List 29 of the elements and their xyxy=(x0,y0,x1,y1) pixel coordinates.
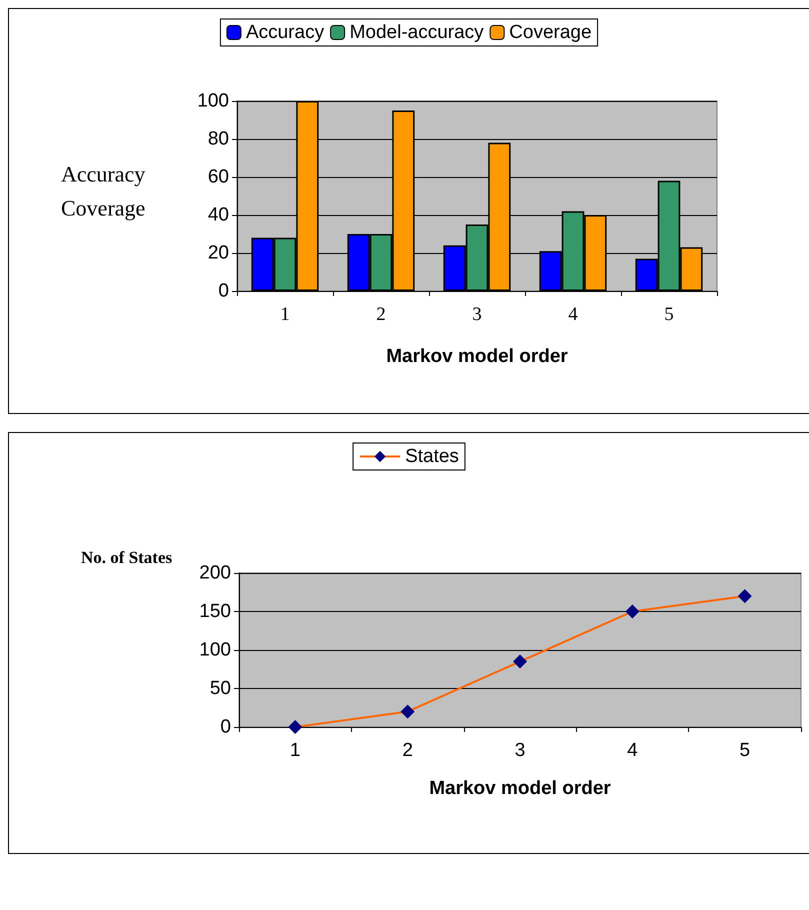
y-tick-label: 80 xyxy=(208,128,229,150)
y-tick-label: 100 xyxy=(199,640,231,660)
x-tick-label: 4 xyxy=(627,740,638,761)
y-tick-label: 0 xyxy=(218,280,229,302)
y-tick-label: 100 xyxy=(197,90,229,112)
y-tick-label: 50 xyxy=(210,678,231,699)
x-axis-title: Markov model order xyxy=(386,346,568,367)
legend-label: Coverage xyxy=(509,22,592,43)
x-tick-label: 1 xyxy=(290,740,300,761)
x-tick-label: 1 xyxy=(280,304,290,325)
y-tick-label: 0 xyxy=(220,716,231,738)
legend-label: Accuracy xyxy=(246,22,325,43)
x-tick-label: 4 xyxy=(568,304,578,325)
x-tick-label: 2 xyxy=(402,740,413,761)
y-axis-title: No. of States xyxy=(81,548,173,567)
x-axis-title: Markov model order xyxy=(429,778,612,799)
legend-label: States xyxy=(405,446,459,467)
y-tick-label: 150 xyxy=(199,601,231,622)
y-tick-label: 20 xyxy=(208,242,229,264)
y-tick-label: 60 xyxy=(208,166,229,188)
legend-label: Model-accuracy xyxy=(350,22,484,43)
y-tick-label: 40 xyxy=(208,204,229,226)
x-tick-label: 2 xyxy=(376,304,386,325)
x-tick-label: 3 xyxy=(472,304,482,325)
x-tick-label: 3 xyxy=(514,740,526,761)
y-tick-label: 200 xyxy=(199,562,231,584)
y-axis-title: Accuracy Coverage xyxy=(61,162,146,220)
x-tick-label: 5 xyxy=(740,740,750,761)
x-tick-label: 5 xyxy=(664,304,674,325)
